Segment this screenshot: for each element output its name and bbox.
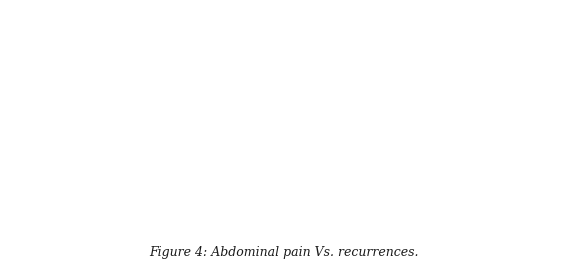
- Text: Recurrences: Recurrences: [317, 50, 434, 67]
- Text: 1: 1: [451, 189, 461, 203]
- Text: Abdominal.pain: Abdominal.pain: [42, 159, 177, 173]
- Text: yes: yes: [64, 219, 91, 233]
- Text: 67: 67: [284, 189, 306, 203]
- Text: Figure 4: Abdominal pain Vs. recurrences.: Figure 4: Abdominal pain Vs. recurrences…: [149, 246, 419, 259]
- Text: no: no: [284, 105, 306, 119]
- Text: 8: 8: [451, 219, 461, 233]
- Text: yes: yes: [442, 105, 470, 119]
- Text: no: no: [64, 189, 85, 203]
- Text: 24: 24: [284, 219, 306, 233]
